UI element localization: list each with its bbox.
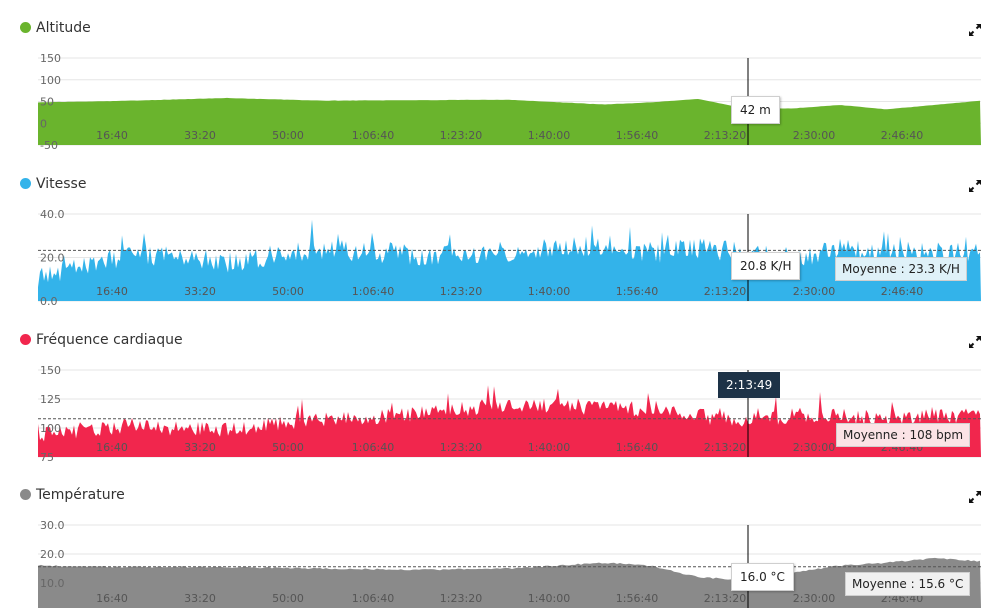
heart-rate-chart[interactable]: 150 125 100 75 16:40 33:20 50:00 1:06:40 1:23:20…	[0, 332, 995, 462]
temperature-chart[interactable]: 30.0 20.0 10.0 0.0 16:40 33:20 50:00 1:06:40 1:2…	[0, 487, 995, 608]
x-tick-label: 16:40	[96, 592, 128, 605]
x-tick-label: 1:40:00	[528, 285, 570, 298]
y-tick-label: -50	[40, 139, 58, 150]
y-tick-label: 20.0	[40, 548, 65, 561]
heart-rate-title: Fréquence cardiaque	[20, 332, 183, 348]
x-tick-label: 1:40:00	[528, 129, 570, 142]
x-tick-label: 1:06:40	[352, 592, 394, 605]
x-tick-label: 1:56:40	[616, 285, 658, 298]
x-tick-label: 2:30:00	[793, 592, 835, 605]
y-tick-label: 75	[40, 451, 54, 462]
temperature-panel: Température 30.0 20.0 10.0 0.0 16:40 33:20 50:…	[0, 487, 995, 608]
x-tick-label: 33:20	[184, 592, 216, 605]
data-area-series	[38, 97, 981, 145]
x-tick-label: 16:40	[96, 285, 128, 298]
x-tick-label: 2:46:40	[881, 129, 923, 142]
altitude-chart[interactable]: 150 100 50 0 -50 16:40 33:20 50:00 1:06:40 1:23:2…	[0, 20, 995, 150]
y-tick-label: 10.0	[40, 577, 65, 590]
expand-arrows-icon[interactable]	[967, 178, 983, 194]
speed-panel: Vitesse 40.0 20.0 0.0 16:40 33:20 50:00 1:06:4…	[0, 176, 995, 306]
x-tick-label: 16:40	[96, 129, 128, 142]
x-tick-label: 1:56:40	[616, 592, 658, 605]
x-tick-label: 2:30:00	[793, 285, 835, 298]
y-tick-label: 50	[40, 96, 54, 109]
x-tick-label: 2:46:40	[881, 285, 923, 298]
y-tick-label: 150	[40, 52, 61, 65]
x-tick-label: 50:00	[272, 129, 304, 142]
altitude-cursor-tooltip: 42 m	[731, 96, 780, 124]
x-tick-label: 1:23:20	[440, 129, 482, 142]
heart-rate-average-label: Moyenne : 108 bpm	[836, 423, 971, 447]
expand-arrows-icon[interactable]	[967, 489, 983, 505]
data-area-series	[38, 219, 981, 301]
y-tick-label: 100	[40, 74, 61, 87]
heart-rate-panel: Fréquence cardiaque 150 125 100 75 16:40 33:2…	[0, 332, 995, 462]
expand-arrows-icon[interactable]	[967, 22, 983, 38]
x-tick-label: 1:06:40	[352, 441, 394, 454]
speed-legend-dot	[20, 178, 31, 189]
x-tick-label: 2:30:00	[793, 129, 835, 142]
altitude-panel: Altitude 150 100 50 0 -50 16:40 33:20 50:00 1:06…	[0, 20, 995, 150]
y-tick-label: 150	[40, 364, 61, 377]
y-tick-label: 0.0	[40, 606, 58, 608]
x-tick-label: 50:00	[272, 441, 304, 454]
temperature-title: Température	[20, 487, 125, 503]
x-tick-label: 2:13:20	[704, 129, 746, 142]
x-tick-label: 16:40	[96, 441, 128, 454]
y-tick-label: 100	[40, 422, 61, 435]
x-tick-label: 2:13:20	[704, 592, 746, 605]
y-tick-label: 40.0	[40, 208, 65, 221]
expand-arrows-icon[interactable]	[967, 334, 983, 350]
x-tick-label: 1:56:40	[616, 441, 658, 454]
x-tick-label: 1:56:40	[616, 129, 658, 142]
x-tick-label: 33:20	[184, 441, 216, 454]
x-tick-label: 33:20	[184, 129, 216, 142]
x-tick-label: 1:06:40	[352, 285, 394, 298]
y-tick-label: 30.0	[40, 519, 65, 532]
x-tick-label: 1:40:00	[528, 441, 570, 454]
x-tick-label: 1:40:00	[528, 592, 570, 605]
y-tick-label: 0	[40, 117, 47, 130]
data-area-series	[38, 557, 981, 608]
speed-title: Vitesse	[20, 176, 86, 192]
x-tick-label: 1:06:40	[352, 129, 394, 142]
heart-rate-legend-dot	[20, 334, 31, 345]
x-tick-label: 50:00	[272, 592, 304, 605]
data-area-series	[38, 385, 981, 457]
speed-average-label: Moyenne : 23.3 K/H	[835, 257, 967, 281]
x-tick-label: 1:23:20	[440, 285, 482, 298]
y-tick-label: 125	[40, 393, 61, 406]
x-tick-label: 1:23:20	[440, 592, 482, 605]
temperature-legend-dot	[20, 489, 31, 500]
x-tick-label: 50:00	[272, 285, 304, 298]
x-tick-label: 2:13:20	[704, 285, 746, 298]
y-tick-label: 20.0	[40, 252, 65, 265]
speed-chart[interactable]: 40.0 20.0 0.0 16:40 33:20 50:00 1:06:40 1:23:20…	[0, 176, 995, 306]
speed-cursor-tooltip: 20.8 K/H	[731, 252, 801, 280]
temperature-cursor-tooltip: 16.0 °C	[731, 563, 794, 591]
altitude-title: Altitude	[20, 20, 91, 36]
x-tick-label: 2:13:20	[704, 441, 746, 454]
x-tick-label: 2:30:00	[793, 441, 835, 454]
x-tick-label: 1:23:20	[440, 441, 482, 454]
cursor-time-label: 2:13:49	[718, 372, 781, 398]
temperature-average-label: Moyenne : 15.6 °C	[845, 572, 971, 596]
altitude-legend-dot	[20, 22, 31, 33]
y-tick-label: 0.0	[40, 295, 58, 306]
x-tick-label: 33:20	[184, 285, 216, 298]
